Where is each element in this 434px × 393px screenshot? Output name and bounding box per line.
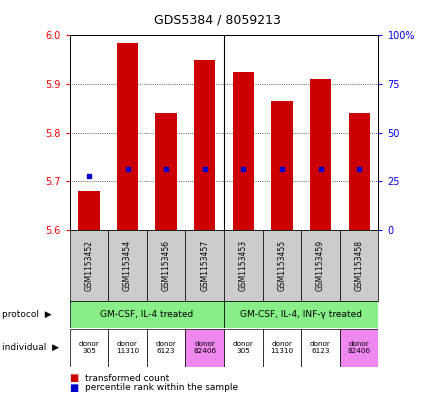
FancyBboxPatch shape <box>146 329 185 367</box>
Text: GSM1153456: GSM1153456 <box>161 240 170 291</box>
Text: donor
305: donor 305 <box>78 341 99 354</box>
Text: percentile rank within the sample: percentile rank within the sample <box>85 384 237 392</box>
Text: donor
11310: donor 11310 <box>116 341 139 354</box>
FancyBboxPatch shape <box>185 230 224 301</box>
Bar <box>232 72 253 230</box>
Text: GSM1153454: GSM1153454 <box>123 240 132 291</box>
Bar <box>271 101 292 230</box>
Text: donor
11310: donor 11310 <box>270 341 293 354</box>
Bar <box>348 113 369 230</box>
Bar <box>155 113 176 230</box>
Text: transformed count: transformed count <box>85 374 169 382</box>
FancyBboxPatch shape <box>339 329 378 367</box>
Text: GSM1153455: GSM1153455 <box>277 240 286 291</box>
Text: GSM1153457: GSM1153457 <box>200 240 209 291</box>
Text: individual  ▶: individual ▶ <box>2 343 59 352</box>
Bar <box>117 43 138 230</box>
Text: donor
82406: donor 82406 <box>347 341 370 354</box>
FancyBboxPatch shape <box>300 230 339 301</box>
FancyBboxPatch shape <box>300 329 339 367</box>
Text: ■: ■ <box>69 383 79 393</box>
FancyBboxPatch shape <box>146 230 185 301</box>
Text: GM-CSF, IL-4, INF-γ treated: GM-CSF, IL-4, INF-γ treated <box>240 310 362 319</box>
Text: GSM1153459: GSM1153459 <box>316 240 324 291</box>
FancyBboxPatch shape <box>69 329 108 367</box>
Text: GSM1153452: GSM1153452 <box>84 240 93 291</box>
FancyBboxPatch shape <box>262 329 300 367</box>
FancyBboxPatch shape <box>69 301 224 328</box>
Text: GSM1153458: GSM1153458 <box>354 240 363 291</box>
Text: donor
305: donor 305 <box>232 341 253 354</box>
Text: GSM1153453: GSM1153453 <box>238 240 247 291</box>
Bar <box>78 191 99 230</box>
FancyBboxPatch shape <box>108 329 146 367</box>
FancyBboxPatch shape <box>185 329 224 367</box>
FancyBboxPatch shape <box>108 230 146 301</box>
Text: GM-CSF, IL-4 treated: GM-CSF, IL-4 treated <box>100 310 193 319</box>
Bar <box>309 79 330 230</box>
FancyBboxPatch shape <box>69 230 108 301</box>
Text: ■: ■ <box>69 373 79 383</box>
Text: donor
6123: donor 6123 <box>309 341 330 354</box>
Text: GDS5384 / 8059213: GDS5384 / 8059213 <box>154 14 280 27</box>
Text: donor
82406: donor 82406 <box>193 341 216 354</box>
FancyBboxPatch shape <box>262 230 300 301</box>
FancyBboxPatch shape <box>224 230 262 301</box>
Text: donor
6123: donor 6123 <box>155 341 176 354</box>
FancyBboxPatch shape <box>224 329 262 367</box>
Text: protocol  ▶: protocol ▶ <box>2 310 52 319</box>
FancyBboxPatch shape <box>339 230 378 301</box>
Bar <box>194 60 215 230</box>
FancyBboxPatch shape <box>224 301 378 328</box>
